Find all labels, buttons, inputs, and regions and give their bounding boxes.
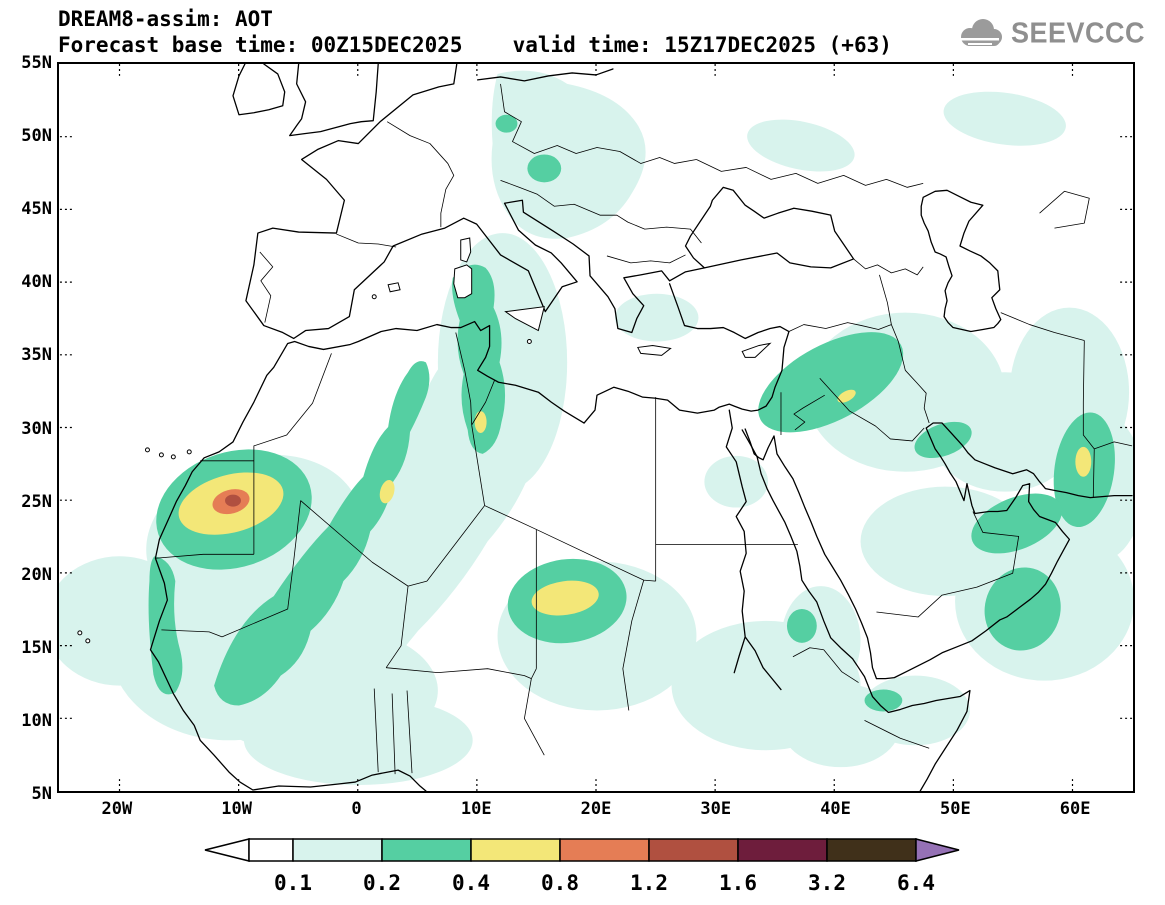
lat-tick-label: 50N (21, 126, 52, 147)
aot-fill-level-0p2 (148, 114, 1115, 712)
colorbar-tick-label: 0.1 (274, 871, 312, 895)
chart-subtitle: Forecast base time: 00Z15DEC2025 valid ti… (58, 32, 892, 58)
aot-fill-level-1p2 (225, 494, 241, 507)
colorbar-segment (648, 838, 739, 862)
colorbar-tick-label: 0.2 (363, 871, 401, 895)
lon-tick-label: 0 (351, 799, 362, 819)
lon-tick-label: 10W (221, 799, 253, 819)
lon-tick-label: 50E (939, 799, 971, 819)
lat-tick-label: 15N (21, 637, 52, 658)
colorbar-segment (470, 838, 561, 862)
lat-tick-label: 20N (21, 564, 52, 585)
colorbar-segment (381, 838, 472, 862)
colorbar-tick-label: 1.6 (719, 871, 757, 895)
seevccc-logo: SEEVCCC (956, 16, 1145, 50)
colorbar-over-arrow (915, 838, 960, 862)
coastlines (77, 64, 1133, 791)
cloud-icon (960, 19, 1002, 46)
colorbar-segment (737, 838, 828, 862)
logo-text: SEEVCCC (1010, 16, 1145, 49)
colorbar-tick-label: 6.4 (897, 871, 935, 895)
title-block: DREAM8-assim: AOT Forecast base time: 00… (58, 6, 892, 58)
colorbar-tick-label: 0.4 (452, 871, 490, 895)
colorbar-segment (826, 838, 917, 862)
lon-tick-label: 20E (580, 799, 612, 819)
lon-tick-label: 10E (460, 799, 492, 819)
lat-tick-label: 10N (21, 710, 52, 731)
colorbar-segment (248, 838, 294, 862)
colorbar-segment (292, 838, 383, 862)
colorbar-tick-label: 0.8 (541, 871, 579, 895)
colorbar-segment (559, 838, 650, 862)
lat-tick-label: 40N (21, 272, 52, 293)
colorbar: 0.1 0.2 0.4 0.8 1.2 1.6 3.2 6.4 (203, 838, 973, 905)
lon-tick-label: 40E (820, 799, 851, 819)
colorbar-tick-label: 3.2 (808, 871, 846, 895)
colorbar-under-arrow (204, 838, 250, 862)
valid-time: valid time: 15Z17DEC2025 (+63) (512, 33, 892, 57)
lon-tick-label: 30E (700, 799, 732, 819)
lat-tick-label: 25N (21, 491, 52, 512)
chart-title: DREAM8-assim: AOT (58, 7, 273, 31)
lat-tick-label: 30N (21, 418, 52, 439)
lat-tick-label: 55N (21, 53, 52, 73)
colorbar-tick-label: 1.2 (630, 871, 668, 895)
lon-tick-label: 20W (101, 799, 133, 819)
lat-tick-label: 5N (31, 784, 52, 804)
lon-tick-label: 60E (1059, 799, 1091, 819)
forecast-base-time: Forecast base time: 00Z15DEC2025 (58, 33, 463, 57)
colorbar-scale: 0.1 0.2 0.4 0.8 1.2 1.6 3.2 6.4 (204, 838, 960, 895)
map-frame (57, 62, 1135, 793)
lat-tick-label: 45N (21, 199, 52, 220)
axis-ticks (59, 64, 1133, 791)
lat-tick-label: 35N (21, 345, 52, 366)
country-borders (155, 83, 1133, 775)
forecast-map (59, 64, 1133, 791)
